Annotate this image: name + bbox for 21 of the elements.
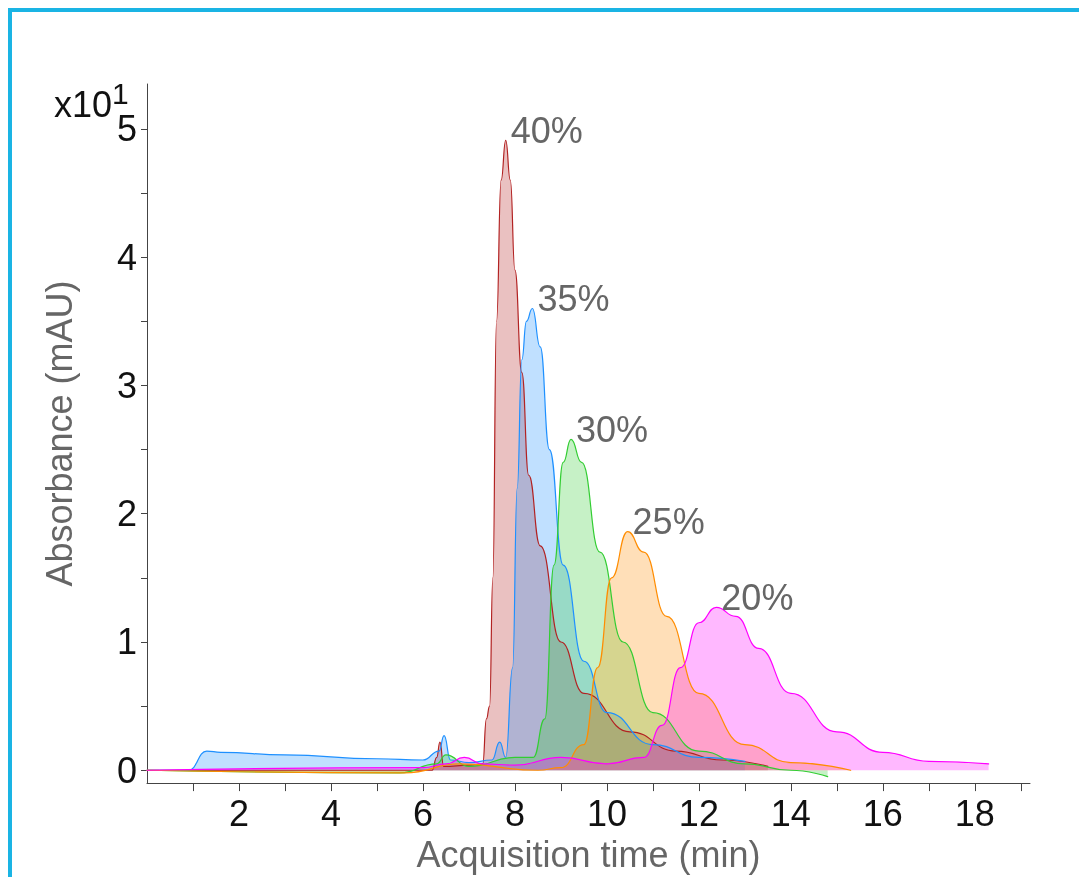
y-tick-label: 2 [116, 493, 137, 535]
x-tick-label: 8 [504, 792, 525, 834]
y-tick-label: 0 [116, 749, 137, 791]
x-axis-title: Acquisition time (min) [416, 833, 761, 875]
x-tick-label: 6 [412, 792, 433, 834]
x-tick-label: 2 [228, 792, 249, 834]
series-label: 35% [537, 277, 610, 319]
y-tick-label: 4 [116, 236, 137, 278]
series-label: 25% [632, 501, 705, 543]
y-tick-label: 3 [116, 364, 137, 406]
x-tick-label: 14 [770, 792, 811, 834]
y-axis-title: Absorbance (mAU) [38, 280, 80, 587]
series-label: 40% [510, 109, 583, 151]
series-label: 30% [576, 408, 649, 450]
x-tick-label: 12 [678, 792, 719, 834]
x-tick-label: 10 [586, 792, 627, 834]
x-tick-label: 4 [320, 792, 341, 834]
x-tick-label: 18 [954, 792, 995, 834]
x-tick-label: 16 [862, 792, 903, 834]
y-tick-label: 1 [116, 621, 137, 663]
series-label: 20% [721, 576, 794, 618]
